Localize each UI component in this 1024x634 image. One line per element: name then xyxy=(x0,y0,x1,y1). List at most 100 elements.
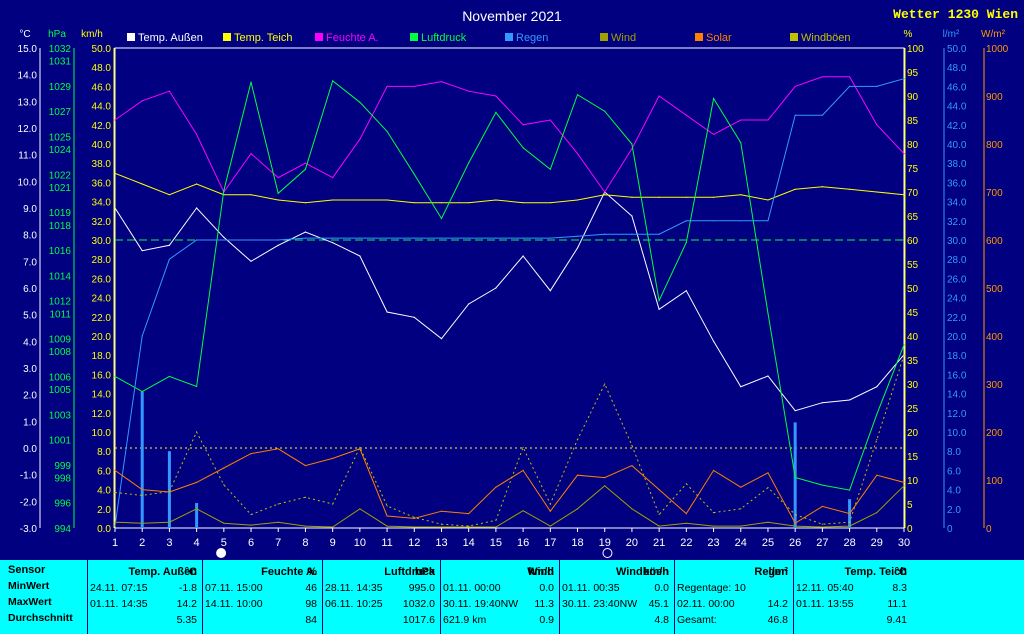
data-point xyxy=(168,521,171,523)
data-point xyxy=(332,80,334,82)
stats-row: Wind km/h xyxy=(443,564,554,581)
percent-tick-label: 70 xyxy=(907,188,919,199)
stats-min: 46 xyxy=(305,582,317,594)
rain-tick-label: 2.0 xyxy=(947,505,961,516)
brand-label: Wetter 1230 Wien xyxy=(893,7,1018,22)
data-point xyxy=(168,375,171,378)
data-point xyxy=(631,215,633,217)
legend-swatch xyxy=(223,33,231,41)
data-point xyxy=(359,237,361,239)
pressure-tick-label: 999 xyxy=(54,461,71,472)
rain-tick-label: 38.0 xyxy=(947,159,967,170)
data-point xyxy=(332,457,334,459)
stats-row: 02.11. 00:00 14.2 xyxy=(677,596,788,613)
data-point xyxy=(440,523,443,525)
stats-avg: 84 xyxy=(305,614,317,626)
day-tick-label: 24 xyxy=(735,537,747,549)
data-point xyxy=(848,521,851,523)
percent-tick-label: 5 xyxy=(907,500,913,511)
legend-swatch xyxy=(315,33,323,41)
data-point xyxy=(876,413,878,415)
data-point xyxy=(848,188,851,190)
data-point xyxy=(440,237,443,239)
stats-min-time: 12.11. 05:40 xyxy=(796,582,854,594)
legend-swatch xyxy=(505,33,513,41)
day-tick-label: 22 xyxy=(680,537,692,549)
data-point xyxy=(304,237,307,239)
stats-separator xyxy=(559,560,560,634)
data-point xyxy=(631,465,633,467)
data-point xyxy=(522,202,524,204)
pressure-tick-label: 1032 xyxy=(49,44,72,55)
stats-row: 06.11. 10:25 1032.0 xyxy=(325,596,435,613)
speed-tick-label: 4.0 xyxy=(97,486,111,497)
data-point xyxy=(604,191,606,193)
data-point xyxy=(196,385,198,388)
temp-tick-label: -1.0 xyxy=(20,471,38,482)
data-point xyxy=(277,177,279,179)
stats-min-time: 24.11. 07:15 xyxy=(90,582,148,594)
speed-tick-label: 0.0 xyxy=(97,524,111,535)
data-point xyxy=(522,510,524,512)
data-point xyxy=(576,94,579,96)
stats-avg-left: 621.9 km xyxy=(443,614,487,626)
data-point xyxy=(740,386,742,388)
data-point xyxy=(359,199,361,201)
data-point xyxy=(576,508,579,510)
stats-row: 621.9 km 0.9 xyxy=(443,612,554,629)
speed-tick-label: 46.0 xyxy=(92,82,112,93)
data-point xyxy=(359,101,361,103)
stats-row: Temp. Teich °C xyxy=(796,564,907,581)
data-point xyxy=(740,525,742,527)
rain-tick-label: 26.0 xyxy=(947,274,967,285)
data-point xyxy=(332,177,334,179)
stats-unit: °C xyxy=(894,566,907,578)
data-point xyxy=(685,196,687,198)
data-point xyxy=(141,489,143,491)
percent-tick-label: 25 xyxy=(907,404,919,415)
data-point xyxy=(250,239,252,241)
day-tick-label: 28 xyxy=(843,537,855,549)
percent-tick-label: 80 xyxy=(907,140,919,151)
data-point xyxy=(440,202,443,204)
rain-tick-label: 44.0 xyxy=(947,102,967,113)
speed-tick-label: 50.0 xyxy=(92,44,112,55)
data-point xyxy=(903,344,905,346)
stats-separator xyxy=(87,560,88,634)
data-point xyxy=(794,114,796,116)
data-point xyxy=(658,233,660,235)
data-point xyxy=(876,386,878,388)
stats-min-time: 07.11. 15:00 xyxy=(205,582,263,594)
data-point xyxy=(196,183,198,185)
data-point xyxy=(141,494,143,496)
temp-tick-label: 2.0 xyxy=(23,391,37,402)
stats-separator xyxy=(674,560,675,634)
data-point xyxy=(549,168,551,170)
stats-min-time: 01.11. 00:35 xyxy=(562,582,620,594)
rain-tick-label: 30.0 xyxy=(947,236,967,247)
data-point xyxy=(468,90,470,92)
series-line-luftdruck xyxy=(114,79,905,491)
stats-row: Feuchte A.% xyxy=(205,564,317,581)
stats-row: Regentage: 10 xyxy=(677,580,788,597)
stats-max-time: 02.11. 00:00 xyxy=(677,598,735,610)
data-point xyxy=(685,522,687,524)
data-point xyxy=(685,290,687,292)
data-point xyxy=(141,335,143,337)
pressure-tick-label: 1012 xyxy=(49,297,72,308)
series-line-temp-au-en xyxy=(114,191,905,412)
data-point xyxy=(576,247,579,249)
stats-column: Windböen km/h 01.11. 00:35 0.0 30.11. 23:40N… xyxy=(562,560,669,634)
stats-row-label: Durchschnitt xyxy=(8,612,73,624)
day-tick-label: 27 xyxy=(816,537,828,549)
data-point xyxy=(876,474,878,476)
temp-tick-label: 15.0 xyxy=(18,44,38,55)
stats-avg-left: Gesamt: xyxy=(677,614,717,626)
data-point xyxy=(794,188,796,190)
pressure-tick-label: 1024 xyxy=(49,145,72,156)
stats-name: Regen xyxy=(754,566,788,578)
data-point xyxy=(196,481,198,483)
stats-max-time: 01.11. 13:55 xyxy=(796,598,854,610)
temp-tick-label: 13.0 xyxy=(18,97,38,108)
pressure-tick-label: 1029 xyxy=(49,82,72,93)
